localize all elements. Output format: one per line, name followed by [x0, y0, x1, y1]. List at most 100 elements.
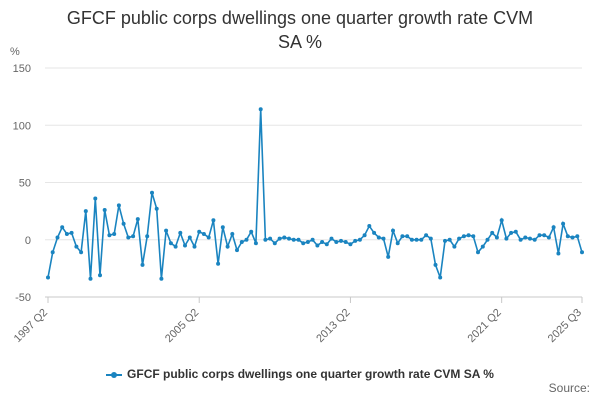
data-point[interactable] [424, 233, 429, 238]
data-point[interactable] [343, 240, 348, 244]
data-point[interactable] [126, 235, 131, 240]
data-point[interactable] [391, 228, 395, 233]
data-point[interactable] [405, 234, 410, 239]
data-point[interactable] [258, 107, 263, 112]
data-point[interactable] [291, 237, 296, 242]
data-point[interactable] [353, 238, 358, 243]
data-point[interactable] [386, 254, 391, 259]
data-point[interactable] [513, 229, 518, 234]
data-point[interactable] [178, 230, 183, 235]
data-point[interactable] [490, 230, 495, 235]
data-point[interactable] [249, 229, 254, 234]
data-point[interactable] [301, 241, 306, 246]
data-point[interactable] [504, 236, 509, 241]
data-point[interactable] [409, 237, 414, 242]
data-point[interactable] [131, 234, 136, 239]
data-point[interactable] [187, 235, 192, 240]
data-point[interactable] [499, 218, 504, 223]
data-point[interactable] [46, 275, 50, 280]
data-point[interactable] [523, 235, 528, 240]
data-point[interactable] [74, 244, 79, 249]
data-point[interactable] [79, 250, 84, 255]
data-point[interactable] [50, 250, 55, 255]
data-point[interactable] [121, 221, 126, 226]
data-point[interactable] [220, 225, 225, 230]
data-point[interactable] [452, 244, 457, 249]
data-point[interactable] [173, 244, 178, 249]
data-point[interactable] [230, 232, 235, 236]
data-point[interactable] [476, 250, 480, 255]
data-point[interactable] [211, 218, 216, 223]
data-point[interactable] [480, 244, 485, 249]
data-point[interactable] [381, 236, 386, 241]
data-point[interactable] [537, 233, 542, 238]
data-point[interactable] [395, 241, 400, 246]
data-point[interactable] [414, 237, 419, 242]
data-point[interactable] [296, 237, 301, 242]
data-point[interactable] [263, 237, 268, 242]
data-point[interactable] [348, 242, 353, 247]
data-point[interactable] [575, 234, 580, 239]
data-point[interactable] [509, 230, 514, 235]
data-point[interactable] [272, 241, 277, 246]
data-point[interactable] [150, 190, 154, 195]
data-point[interactable] [235, 248, 239, 253]
data-point[interactable] [324, 242, 329, 247]
data-point[interactable] [60, 225, 65, 230]
data-point[interactable] [457, 236, 462, 241]
data-point[interactable] [93, 196, 98, 201]
data-point[interactable] [471, 234, 476, 239]
data-point[interactable] [466, 233, 471, 238]
data-point[interactable] [201, 232, 206, 236]
data-point[interactable] [69, 230, 74, 235]
data-point[interactable] [532, 237, 537, 242]
data-point[interactable] [164, 228, 169, 233]
data-point[interactable] [367, 224, 372, 228]
data-point[interactable] [183, 243, 187, 248]
data-point[interactable] [140, 262, 145, 267]
data-point[interactable] [244, 237, 249, 242]
data-point[interactable] [570, 235, 575, 240]
data-point[interactable] [83, 209, 88, 214]
data-point[interactable] [197, 229, 202, 234]
data-point[interactable] [98, 273, 102, 278]
data-point[interactable] [357, 237, 362, 242]
data-point[interactable] [253, 241, 258, 246]
data-point[interactable] [88, 276, 93, 281]
data-point[interactable] [268, 236, 273, 241]
data-point[interactable] [461, 234, 466, 239]
data-point[interactable] [102, 208, 107, 212]
data-point[interactable] [494, 235, 499, 240]
data-point[interactable] [154, 206, 159, 211]
data-point[interactable] [334, 240, 339, 244]
data-point[interactable] [372, 230, 377, 235]
data-point[interactable] [277, 236, 282, 241]
data-point[interactable] [64, 232, 69, 236]
data-point[interactable] [107, 233, 112, 238]
data-point[interactable] [159, 276, 164, 281]
data-point[interactable] [145, 234, 150, 239]
data-point[interactable] [329, 236, 334, 241]
data-point[interactable] [565, 234, 570, 239]
data-point[interactable] [528, 236, 532, 241]
data-point[interactable] [287, 236, 291, 241]
data-point[interactable] [55, 235, 60, 240]
data-point[interactable] [168, 241, 173, 246]
data-point[interactable] [362, 233, 367, 238]
data-point[interactable] [561, 221, 566, 226]
data-point[interactable] [310, 237, 315, 242]
data-point[interactable] [556, 251, 561, 256]
data-point[interactable] [433, 262, 438, 267]
data-point[interactable] [116, 203, 121, 208]
data-point[interactable] [225, 244, 230, 249]
data-point[interactable] [135, 217, 140, 222]
data-point[interactable] [447, 237, 452, 242]
data-point[interactable] [428, 236, 433, 241]
data-point[interactable] [216, 261, 221, 266]
data-point[interactable] [315, 243, 320, 248]
data-point[interactable] [580, 250, 584, 255]
data-point[interactable] [320, 240, 325, 244]
data-point[interactable] [485, 237, 490, 242]
data-point[interactable] [239, 240, 244, 244]
data-point[interactable] [339, 238, 343, 243]
